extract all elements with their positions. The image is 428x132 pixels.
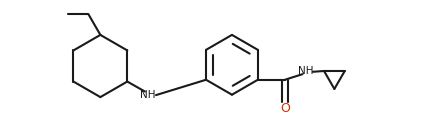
Text: O: O: [280, 102, 290, 115]
Text: NH: NH: [298, 66, 313, 76]
Text: NH: NH: [140, 90, 156, 100]
